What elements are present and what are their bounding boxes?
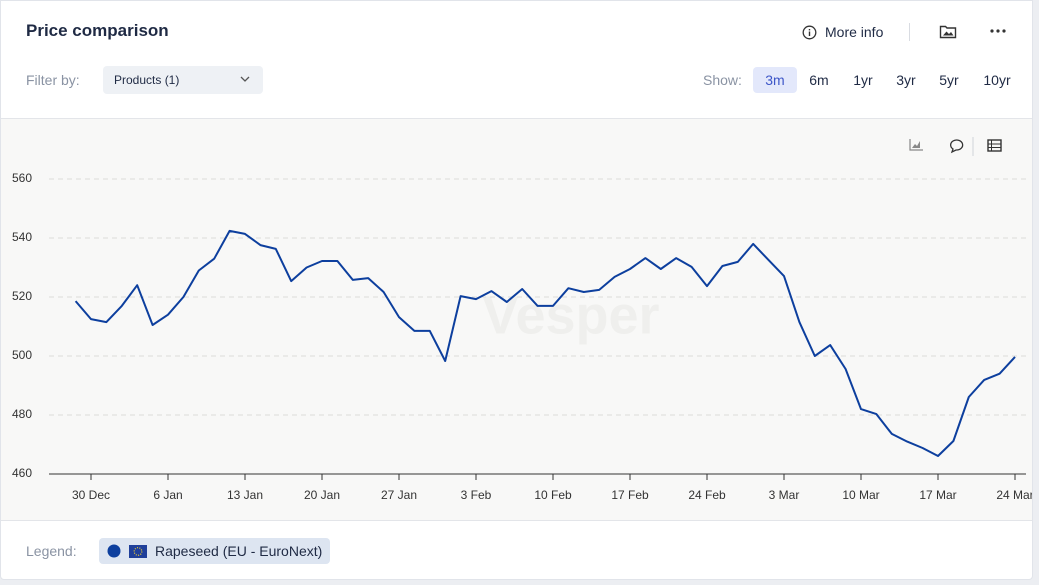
period-button[interactable]: 1yr [844, 67, 882, 93]
y-tick-label: 520 [12, 289, 32, 303]
y-tick-label: 540 [12, 230, 32, 244]
x-tick-label: 3 Feb [461, 488, 492, 502]
more-info-button[interactable]: More info [802, 24, 883, 40]
watermark: Vesper [482, 285, 659, 345]
x-tick-label: 24 Feb [688, 488, 726, 502]
info-icon [802, 25, 817, 39]
legend-swatch [107, 544, 121, 558]
period-button[interactable]: 3yr [887, 67, 925, 93]
show-label: Show: [703, 72, 742, 88]
x-tick-label: 13 Jan [227, 488, 263, 502]
chart-toolbar [909, 137, 1002, 156]
y-tick-label: 560 [12, 171, 32, 185]
period-button[interactable]: 5yr [930, 67, 968, 93]
y-tick-label: 460 [12, 466, 32, 480]
x-tick-label: 17 Feb [611, 488, 649, 502]
period-button[interactable]: 3m [753, 67, 797, 93]
filter-label: Filter by: [26, 72, 80, 88]
table-view-button[interactable] [987, 139, 1002, 152]
y-tick-label: 500 [12, 348, 32, 362]
x-tick-label: 20 Jan [304, 488, 340, 502]
chart-area: Vesper 460 480 500 520 540 560 30 Dec 6 Jan 13 J… [1, 118, 1034, 521]
dropdown-text: Products (1) [114, 73, 180, 87]
divider [909, 23, 910, 41]
x-tick-label: 3 Mar [769, 488, 800, 502]
chevron-icon [240, 76, 250, 82]
eu-flag [129, 544, 147, 558]
period-button[interactable]: 6m [801, 67, 837, 93]
card-title: Price comparison [26, 21, 169, 40]
products-dropdown[interactable]: Products (1) [103, 66, 263, 94]
legend-item[interactable]: Rapeseed (EU - EuroNext) [99, 538, 331, 564]
legend-label: Legend: [26, 543, 77, 559]
annotations-button[interactable] [950, 139, 964, 154]
x-tick-label: 27 Jan [381, 488, 417, 502]
more-info-label: More info [825, 24, 884, 40]
image-export-button[interactable] [939, 23, 957, 39]
x-tick-label: 30 Dec [72, 488, 110, 502]
more-menu-button[interactable] [989, 26, 1007, 36]
price-line [74, 229, 1016, 457]
x-tick-label: 10 Feb [534, 488, 572, 502]
chart: Vesper 460 480 500 520 540 560 30 Dec 6 Jan 13 J… [12, 137, 1034, 502]
x-tick-label: 6 Jan [153, 488, 182, 502]
x-tick-label: 17 Mar [919, 488, 956, 502]
legend-text: Rapeseed (EU - EuroNext) [155, 543, 323, 559]
chart-type-button[interactable] [909, 139, 923, 151]
x-tick-label: 10 Mar [842, 488, 879, 502]
y-tick-label: 480 [12, 407, 32, 421]
x-tick-label: 24 Mar [996, 488, 1032, 502]
period-button[interactable]: 10yr [975, 67, 1019, 93]
